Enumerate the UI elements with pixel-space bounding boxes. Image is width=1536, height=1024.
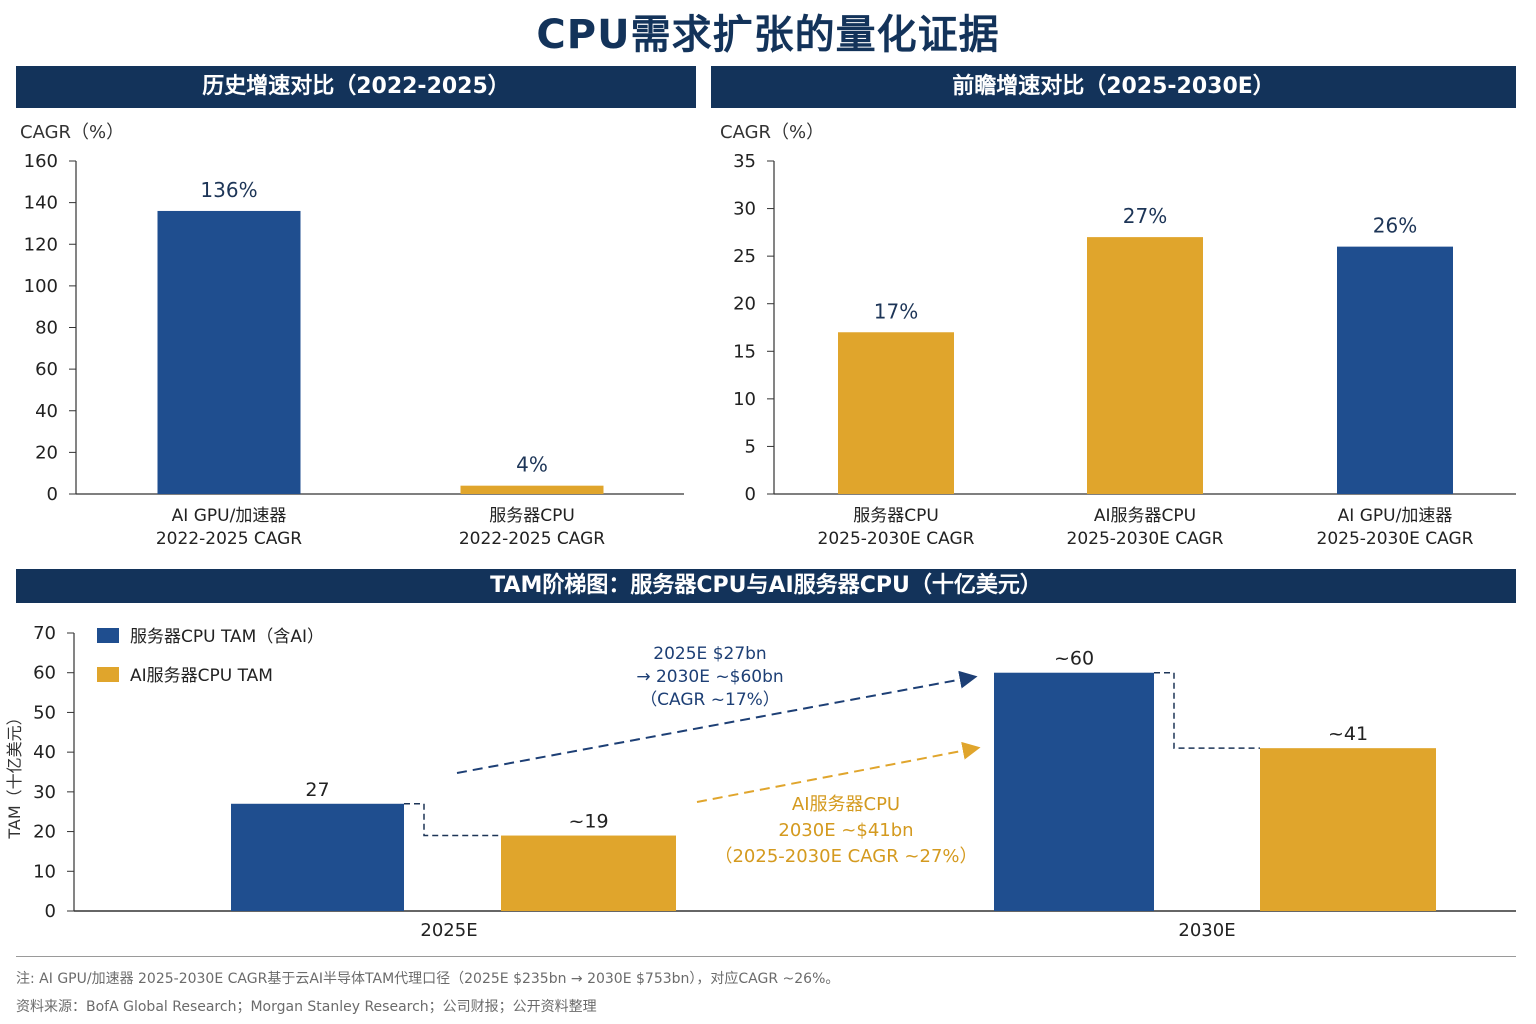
panel-3-bar-value-label: 27	[305, 779, 329, 801]
panel-2-bar	[1337, 246, 1453, 494]
panel-2-y-tick-label: 20	[733, 294, 756, 315]
panel-3-title: TAM阶梯图：服务器CPU与AI服务器CPU（十亿美元）	[490, 573, 1042, 598]
panel-1-y-tick-label: 60	[35, 359, 58, 380]
panel-1-bar	[460, 485, 604, 494]
panel-1-y-tick-label: 80	[35, 318, 58, 339]
panel-2-y-tick-label: 0	[745, 484, 756, 505]
page-title: CPU需求扩张的量化证据	[536, 12, 1000, 58]
panel-3-bar-ai-server-cpu	[1260, 748, 1436, 911]
panel-3-bar-value-label: ~60	[1054, 648, 1094, 670]
panel-2-y-tick-label: 10	[733, 389, 756, 410]
panel-2-y-tick-label: 15	[733, 341, 756, 362]
panel-2-x-tick-label: 2025-2030E CAGR	[818, 529, 975, 549]
panel-2-y-axis-label: CAGR（%）	[720, 122, 824, 143]
panel-1-y-tick-label: 140	[24, 193, 58, 214]
panel-1-y-tick-label: 40	[35, 401, 58, 422]
panel-3-annotation-server-cpu: 2025E $27bn	[653, 644, 766, 664]
footnote-divider	[16, 956, 1516, 957]
panel-3-step-connector	[404, 803, 501, 837]
panel-1-bar	[157, 210, 301, 494]
panel-1-y-tick-label: 20	[35, 442, 58, 463]
panel-3-bar-server-cpu	[231, 803, 404, 911]
panel-1-y-tick-label: 0	[47, 484, 58, 505]
legend-label-ai-server-cpu: AI服务器CPU TAM	[130, 666, 273, 686]
panel-3-annotation-ai-server-cpu: 2030E ~$41bn	[778, 820, 913, 841]
panel-3-growth-arrow-server-cpu	[456, 670, 978, 774]
panel-1-x-tick-label: AI GPU/加速器	[172, 506, 287, 526]
panel-2-y-tick-label: 35	[733, 151, 756, 172]
panel-1-x-tick-label: 服务器CPU	[489, 506, 575, 526]
panel-3-y-axis-label: TAM（十亿美元）	[5, 709, 24, 839]
legend-swatch-ai-server-cpu	[97, 667, 119, 682]
source-note: 资料来源：BofA Global Research；Morgan Stanley…	[16, 999, 597, 1015]
panel-3-y-tick-label: 50	[33, 702, 56, 723]
panel-3-bar-ai-server-cpu	[501, 835, 676, 911]
panel-3-x-tick-label: 2030E	[1178, 920, 1235, 941]
panel-3-y-tick-label: 20	[33, 822, 56, 843]
panel-3-x-tick-label: 2025E	[420, 920, 477, 941]
panel-3-bar-value-label: ~19	[568, 811, 608, 833]
panel-3-annotation-server-cpu: （CAGR ~17%）	[640, 690, 780, 710]
panel-1-y-tick-label: 160	[24, 151, 58, 172]
panel-2-bar-value-label: 17%	[874, 299, 918, 323]
panel-3-annotation-ai-server-cpu: （2025-2030E CAGR ~27%）	[714, 846, 977, 867]
panel-3-y-tick-label: 40	[33, 742, 56, 763]
panel-3-bar-server-cpu	[994, 672, 1154, 911]
panel-3-y-tick-label: 60	[33, 663, 56, 684]
panel-1-title-banner: 历史增速对比（2022-2025）	[16, 66, 696, 108]
panel-3-y-tick-label: 70	[33, 623, 56, 644]
panel-2-x-tick-label: 服务器CPU	[853, 506, 939, 526]
panel-2-title-banner: 前瞻增速对比（2025-2030E）	[711, 66, 1516, 108]
panel-1-bar-value-label: 4%	[516, 453, 548, 477]
panel-2-x-tick-label: AI服务器CPU	[1094, 506, 1196, 526]
panel-3-annotation-server-cpu: → 2030E ~$60bn	[636, 667, 783, 687]
panel-1-y-axis-label: CAGR（%）	[20, 122, 124, 143]
panel-2-bar-value-label: 27%	[1123, 204, 1167, 228]
panel-2-y-tick-label: 5	[745, 436, 756, 457]
panel-2-bar	[838, 332, 954, 494]
panel-2-bar	[1087, 237, 1203, 494]
panel-1-y-tick-label: 100	[24, 276, 58, 297]
legend-swatch-server-cpu	[97, 628, 119, 643]
panel-3-step-connector	[1154, 671, 1260, 749]
panel-3-bar-value-label: ~41	[1328, 723, 1368, 745]
panel-3-y-tick-label: 30	[33, 782, 56, 803]
panel-2-x-tick-label: AI GPU/加速器	[1338, 506, 1453, 526]
panel-2-y-tick-label: 30	[733, 199, 756, 220]
legend-label-server-cpu: 服务器CPU TAM（含AI）	[130, 627, 324, 647]
panel-2-title: 前瞻增速对比（2025-2030E）	[952, 74, 1275, 99]
panel-3-title-banner: TAM阶梯图：服务器CPU与AI服务器CPU（十亿美元）	[16, 569, 1516, 603]
panel-3-y-tick-label: 0	[45, 901, 56, 922]
panel-3-y-tick-label: 10	[33, 861, 56, 882]
panel-1-y-tick-label: 120	[24, 234, 58, 255]
panel-2-bar-value-label: 26%	[1373, 214, 1417, 238]
panel-2-x-tick-label: 2025-2030E CAGR	[1067, 529, 1224, 549]
panel-1-x-tick-label: 2022-2025 CAGR	[459, 529, 605, 549]
footnote: 注: AI GPU/加速器 2025-2030E CAGR基于云AI半导体TAM…	[16, 971, 840, 987]
panel-1-title: 历史增速对比（2022-2025）	[202, 74, 510, 99]
panel-1-bar-value-label: 136%	[200, 178, 257, 202]
panel-2-x-tick-label: 2025-2030E CAGR	[1317, 529, 1474, 549]
panel-3-annotation-ai-server-cpu: AI服务器CPU	[792, 794, 900, 815]
panel-1-x-tick-label: 2022-2025 CAGR	[156, 529, 302, 549]
panel-2-y-tick-label: 25	[733, 246, 756, 267]
